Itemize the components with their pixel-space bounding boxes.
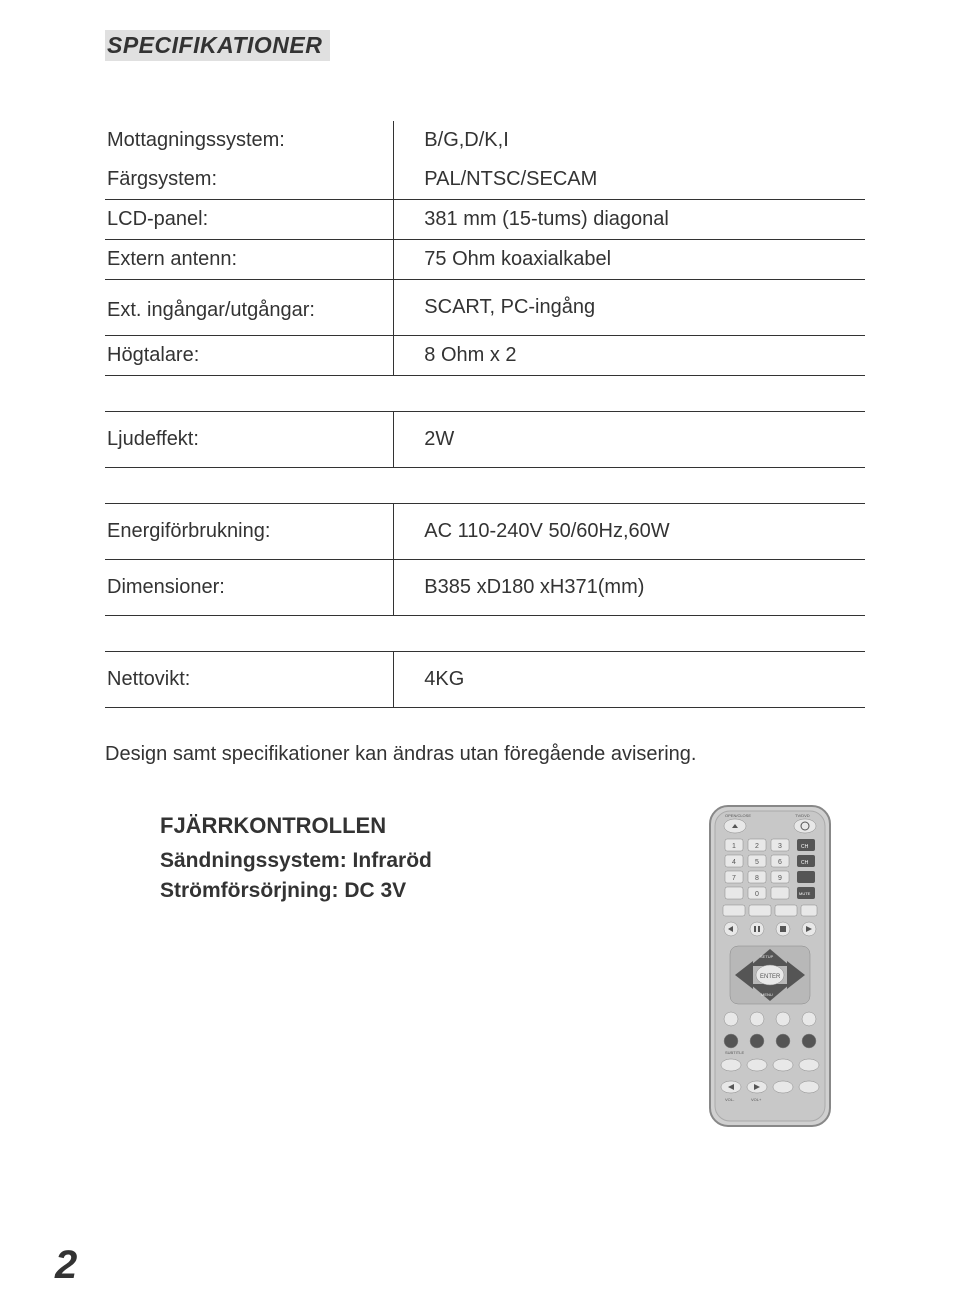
table-row: Ljudeffekt: 2W [105,412,865,468]
svg-text:TV/DVD: TV/DVD [795,813,810,818]
spec-value: SCART, PC-ingång [394,280,865,336]
svg-text:1: 1 [732,843,736,850]
svg-text:MUTE: MUTE [799,891,811,896]
svg-text:9: 9 [778,875,782,882]
spec-table-3: Energiförbrukning: AC 110-240V 50/60Hz,6… [105,503,865,616]
spec-value: 2W [394,412,865,468]
svg-text:VOL-: VOL- [725,1097,735,1102]
spec-value: 8 Ohm x 2 [394,336,865,376]
svg-text:0: 0 [755,891,759,898]
spec-label: Ext. ingångar/utgångar: [105,280,394,336]
remote-heading: FJÄRRKONTROLLEN [160,813,695,839]
spec-table-4: Nettovikt: 4KG [105,651,865,708]
svg-text:CH: CH [801,860,809,866]
spec-value: B/G,D/K,I [394,121,865,160]
table-row: Färgsystem: PAL/NTSC/SECAM [105,160,865,200]
spec-value: 381 mm (15-tums) diagonal [394,200,865,240]
table-row: Extern antenn: 75 Ohm koaxialkabel [105,240,865,280]
spec-table-2: Ljudeffekt: 2W [105,411,865,468]
table-row: Energiförbrukning: AC 110-240V 50/60Hz,6… [105,504,865,560]
remote-line: Strömförsörjning: DC 3V [160,879,695,903]
design-note: Design samt specifikationer kan ändras u… [105,743,865,766]
remote-text: FJÄRRKONTROLLEN Sändningssystem: Infrarö… [105,801,695,909]
svg-text:VOL+: VOL+ [751,1097,762,1102]
spec-value: 75 Ohm koaxialkabel [394,240,865,280]
page-number: 2 [55,1243,77,1288]
spec-value: B385 xD180 xH371(mm) [394,560,865,616]
svg-text:CH: CH [801,844,809,850]
remote-control-icon: OPEN/CLOSE TV/DVD 1 2 3 CH 4 5 6 CH [695,801,845,1136]
svg-text:MENU: MENU [761,992,773,997]
table-row: Mottagningssystem: B/G,D/K,I [105,121,865,160]
spec-label: Nettovikt: [105,652,394,708]
spec-label: Dimensioner: [105,560,394,616]
spec-label: Färgsystem: [105,160,394,200]
table-row: Nettovikt: 4KG [105,652,865,708]
remote-section: FJÄRRKONTROLLEN Sändningssystem: Infrarö… [105,801,865,1136]
table-row: Dimensioner: B385 xD180 xH371(mm) [105,560,865,616]
svg-text:2: 2 [755,843,759,850]
spec-label: Energiförbrukning: [105,504,394,560]
spec-value: AC 110-240V 50/60Hz,60W [394,504,865,560]
spec-label: Högtalare: [105,336,394,376]
spec-label: Extern antenn: [105,240,394,280]
spec-label: LCD-panel: [105,200,394,240]
remote-line: Sändningssystem: Infraröd [160,849,695,873]
table-row: LCD-panel: 381 mm (15-tums) diagonal [105,200,865,240]
svg-text:ENTER: ENTER [760,974,781,980]
spec-label: Mottagningssystem: [105,121,394,160]
svg-text:SETUP: SETUP [760,954,774,959]
spec-value: PAL/NTSC/SECAM [394,160,865,200]
svg-text:8: 8 [755,875,759,882]
svg-text:7: 7 [732,875,736,882]
svg-text:5: 5 [755,859,759,866]
svg-text:SUBTITLE: SUBTITLE [725,1050,744,1055]
svg-text:4: 4 [732,859,736,866]
table-row: Ext. ingångar/utgångar: SCART, PC-ingång [105,280,865,336]
svg-text:OPEN/CLOSE: OPEN/CLOSE [725,813,751,818]
svg-text:6: 6 [778,859,782,866]
spec-label: Ljudeffekt: [105,412,394,468]
spec-table-1: Mottagningssystem: B/G,D/K,I Färgsystem:… [105,121,865,376]
table-row: Högtalare: 8 Ohm x 2 [105,336,865,376]
svg-text:3: 3 [778,843,782,850]
spec-value: 4KG [394,652,865,708]
section-heading: SPECIFIKATIONER [105,30,330,61]
